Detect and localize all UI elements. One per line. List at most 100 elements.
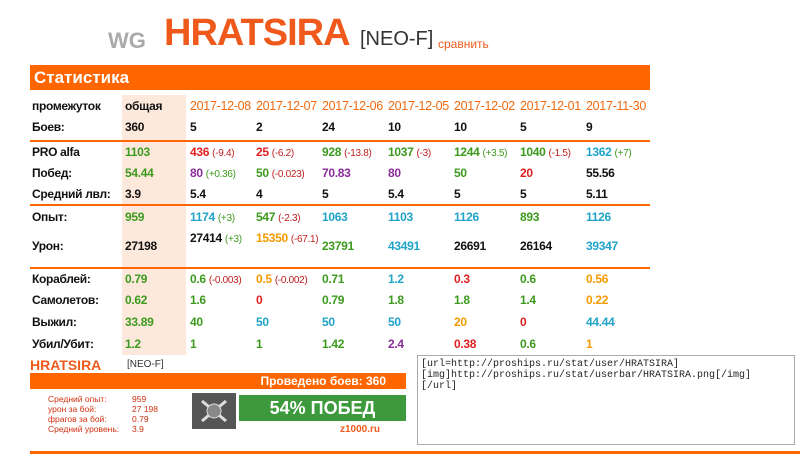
stat-value: 25	[256, 145, 269, 159]
userbar-stat-label: Средний уровень:	[48, 424, 120, 434]
stat-cell: 80	[388, 166, 454, 180]
stat-value: 1362	[586, 145, 612, 159]
stat-value: 24	[322, 120, 335, 134]
stat-cell: 0.79	[125, 272, 191, 286]
stat-value: 3.9	[125, 187, 141, 201]
stat-cell: 3.9	[125, 187, 191, 201]
row-label: Кораблей:	[32, 272, 91, 286]
stat-cell: 27414 (+3)	[190, 231, 256, 245]
stat-cell: 1126	[454, 210, 520, 224]
stat-cell: 1.8	[454, 293, 520, 307]
stat-cell: 1126	[586, 210, 652, 224]
stat-cell: 33.89	[125, 315, 191, 329]
stat-value: 928	[322, 145, 342, 159]
row-label: Убил/Убит:	[32, 337, 94, 351]
stat-value: 4	[256, 187, 263, 201]
stat-value: 20	[520, 166, 533, 180]
stat-value: 1.42	[322, 337, 345, 351]
stat-cell: 928 (-13.8)	[322, 145, 388, 159]
stat-value: 43491	[388, 239, 420, 253]
row-label: Боев:	[32, 120, 65, 134]
stat-value: 5	[190, 120, 197, 134]
stat-cell: 1	[586, 337, 652, 351]
stat-value: 0.38	[454, 337, 477, 351]
stat-value: 0.62	[125, 293, 148, 307]
stat-cell: 0.62	[125, 293, 191, 307]
stat-value: 0.22	[586, 293, 609, 307]
stat-cell: 0.38	[454, 337, 520, 351]
stat-value: 80	[388, 166, 401, 180]
stat-cell: 5	[520, 120, 586, 134]
stat-cell: 0.6	[520, 337, 586, 351]
stat-cell: 0.6	[520, 272, 586, 286]
stat-value: 5	[322, 187, 329, 201]
stat-delta: (-6.2)	[271, 148, 294, 159]
stat-value: 1.2	[388, 272, 404, 286]
stat-value: 55.56	[586, 166, 615, 180]
row-label: Урон:	[32, 239, 64, 253]
stat-cell: 54.44	[125, 166, 191, 180]
stat-cell: 0.6 (-0.003)	[190, 272, 256, 286]
stat-cell: 27198	[125, 239, 191, 253]
stat-value: 10	[388, 120, 401, 134]
stat-cell: 25 (-6.2)	[256, 145, 322, 159]
stat-value: 1.4	[520, 293, 536, 307]
stat-cell: 10	[388, 120, 454, 134]
stat-value: 5	[520, 120, 527, 134]
stat-value: 5.4	[190, 187, 206, 201]
stat-value: 436	[190, 145, 210, 159]
column-header: общая	[125, 99, 163, 113]
stat-value: 0.56	[586, 272, 609, 286]
stat-cell: 80 (+0.36)	[190, 166, 256, 180]
stat-cell: 20	[520, 166, 586, 180]
stat-value: 1.2	[125, 337, 141, 351]
stat-cell: 5	[454, 187, 520, 201]
column-header: промежуток	[32, 99, 101, 113]
stat-value: 1126	[454, 210, 479, 224]
stat-value: 50	[256, 315, 269, 329]
stat-value: 1.8	[388, 293, 404, 307]
title-bar	[30, 65, 650, 90]
bottom-bar	[30, 451, 800, 454]
compare-link[interactable]: сравнить	[438, 37, 489, 51]
emblem	[192, 393, 236, 429]
userbar-stat-label: урон за бой:	[48, 404, 97, 414]
site-name: z1000.ru	[340, 424, 381, 435]
stat-cell: 44.44	[586, 315, 652, 329]
stat-delta: (+0.36)	[205, 169, 236, 180]
stat-value: 1	[190, 337, 197, 351]
stat-delta: (-1.5)	[548, 148, 571, 159]
stat-delta: (-2.3)	[278, 213, 301, 224]
stat-cell: 1037 (-3)	[388, 145, 454, 159]
stat-cell: 959	[125, 210, 191, 224]
userbar-tag: [NEO-F]	[127, 359, 164, 370]
stat-delta: (+7)	[614, 148, 632, 159]
row-label: Опыт:	[32, 210, 68, 224]
wins-box	[239, 395, 406, 421]
stat-value: 0.3	[454, 272, 470, 286]
stat-value: 1.8	[454, 293, 470, 307]
stat-delta: (-13.8)	[344, 148, 372, 159]
stat-value: 5.4	[388, 187, 404, 201]
wg-logo: WG	[108, 28, 146, 53]
stat-value: 0.6	[520, 272, 536, 286]
stat-value: 26164	[520, 239, 552, 253]
stat-cell: 1362 (+7)	[586, 145, 652, 159]
stat-cell: 15350 (-67.1)	[256, 231, 322, 245]
stat-cell: 23791	[322, 239, 388, 253]
stat-value: 0	[256, 293, 263, 307]
stat-cell: 1	[256, 337, 322, 351]
stat-value: 1	[586, 337, 593, 351]
stat-value: 5	[454, 187, 461, 201]
stat-delta: (-0.002)	[274, 275, 308, 286]
row-separator	[30, 267, 650, 269]
userbar-stat-value: 0.79	[132, 414, 149, 424]
stat-value: 26691	[454, 239, 486, 253]
stat-cell: 50 (-0.023)	[256, 166, 322, 180]
code-box[interactable]: [url=http://proships.ru/stat/user/HRATSI…	[417, 355, 795, 445]
stat-cell: 5	[322, 187, 388, 201]
column-header: 2017-12-06	[322, 99, 383, 113]
stat-value: 44.44	[586, 315, 615, 329]
stat-value: 1.6	[190, 293, 206, 307]
